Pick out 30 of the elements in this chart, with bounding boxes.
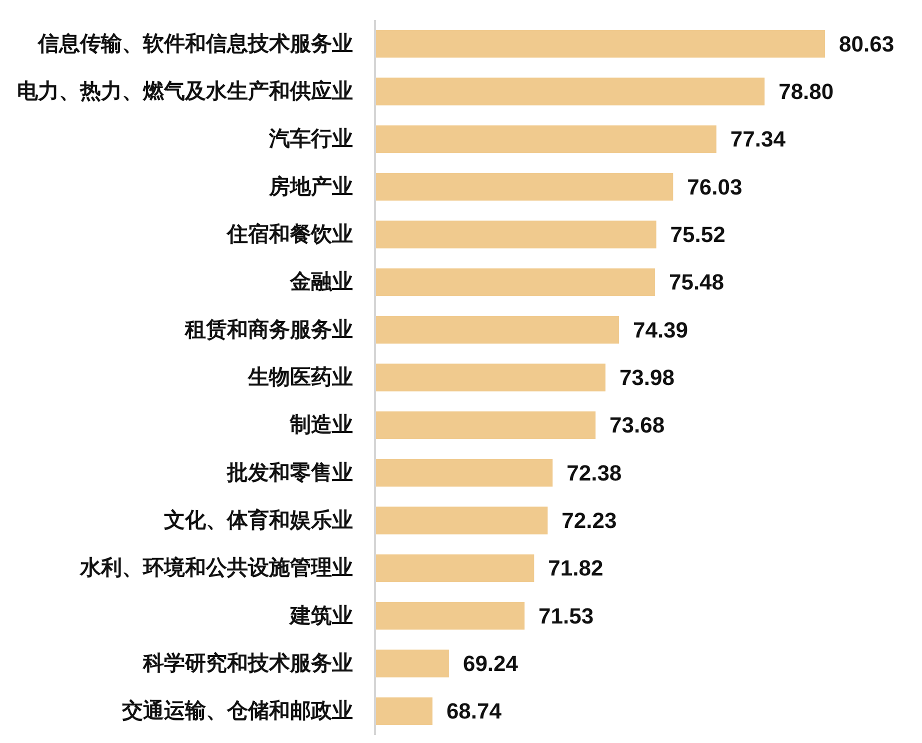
data-label: 71.82 — [548, 556, 604, 581]
data-label: 78.80 — [778, 79, 834, 104]
data-label: 74.39 — [632, 317, 688, 342]
data-label: 76.03 — [687, 174, 742, 200]
data-label: 73.98 — [619, 365, 675, 390]
data-label: 77.34 — [730, 126, 786, 152]
data-label: 72.23 — [562, 508, 617, 533]
data-label: 75.48 — [668, 270, 724, 295]
data-label: 72.38 — [566, 460, 622, 486]
y-tick-label: 房地产业 — [268, 174, 353, 198]
y-tick-label: 交通运输、仓储和邮政业 — [121, 698, 353, 723]
y-tick-label: 文化、体育和娱乐业 — [163, 508, 353, 532]
y-tick-label: 科学研究和技术服务业 — [142, 651, 353, 675]
y-tick-label: 租赁和商务服务业 — [184, 317, 353, 342]
y-tick-label: 电力、热力、燃气及水生产和供应业 — [17, 79, 353, 103]
data-label: 71.53 — [538, 603, 594, 628]
y-tick-label: 住宿和餐饮业 — [226, 222, 353, 246]
data-label: 73.68 — [610, 412, 665, 438]
y-tick-label: 制造业 — [289, 414, 353, 437]
data-label: 69.24 — [462, 651, 519, 676]
y-tick-label: 建筑业 — [288, 604, 353, 628]
data-label: 75.52 — [670, 222, 726, 247]
y-tick-label: 金融业 — [289, 270, 353, 294]
y-tick-label: 水利、环境和公共设施管理业 — [79, 556, 353, 580]
y-tick-label: 批发和零售业 — [226, 461, 353, 484]
data-label: 80.63 — [839, 31, 894, 56]
data-label: 68.74 — [446, 698, 502, 724]
y-tick-label: 生物医药业 — [247, 366, 353, 389]
y-tick-label: 信息传输、软件和信息技术服务业 — [37, 32, 353, 56]
y-tick-label: 汽车行业 — [268, 126, 353, 151]
